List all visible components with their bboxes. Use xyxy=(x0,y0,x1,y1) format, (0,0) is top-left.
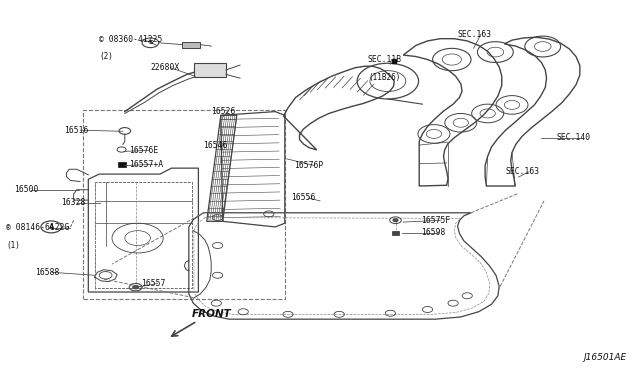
Text: © 08360-41225: © 08360-41225 xyxy=(99,35,163,44)
Text: SEC.163: SEC.163 xyxy=(506,167,540,176)
Text: 16516: 16516 xyxy=(64,126,88,135)
Text: FRONT: FRONT xyxy=(192,309,232,319)
Bar xyxy=(118,162,126,167)
Text: 16576P: 16576P xyxy=(294,161,324,170)
Text: 16557+A: 16557+A xyxy=(129,160,163,169)
Text: 16546: 16546 xyxy=(204,141,228,150)
Text: 16500: 16500 xyxy=(14,185,38,194)
Text: S: S xyxy=(148,40,153,45)
Text: SEC.11B: SEC.11B xyxy=(368,55,402,64)
Text: (2): (2) xyxy=(99,52,113,61)
Text: J16501AE: J16501AE xyxy=(584,353,627,362)
Text: 16575F: 16575F xyxy=(421,216,451,225)
Text: SEC.140: SEC.140 xyxy=(557,133,591,142)
Text: (11B26): (11B26) xyxy=(368,73,401,82)
Text: 16598: 16598 xyxy=(421,228,445,237)
Bar xyxy=(182,42,200,48)
Text: 16526: 16526 xyxy=(211,107,236,116)
Bar xyxy=(194,63,226,77)
Bar xyxy=(392,231,399,235)
Text: 22680X: 22680X xyxy=(150,63,180,72)
Text: 16556: 16556 xyxy=(291,193,316,202)
Text: 16576E: 16576E xyxy=(129,146,159,155)
Text: (1): (1) xyxy=(6,241,20,250)
Text: ® 08146-6122G: ® 08146-6122G xyxy=(6,223,70,232)
Circle shape xyxy=(132,285,139,289)
Text: SEC.163: SEC.163 xyxy=(458,30,492,39)
Text: A: A xyxy=(49,224,54,230)
Text: 16557: 16557 xyxy=(141,279,165,288)
Text: 16588: 16588 xyxy=(35,268,60,277)
Text: 16328: 16328 xyxy=(61,198,85,207)
Circle shape xyxy=(393,219,398,222)
